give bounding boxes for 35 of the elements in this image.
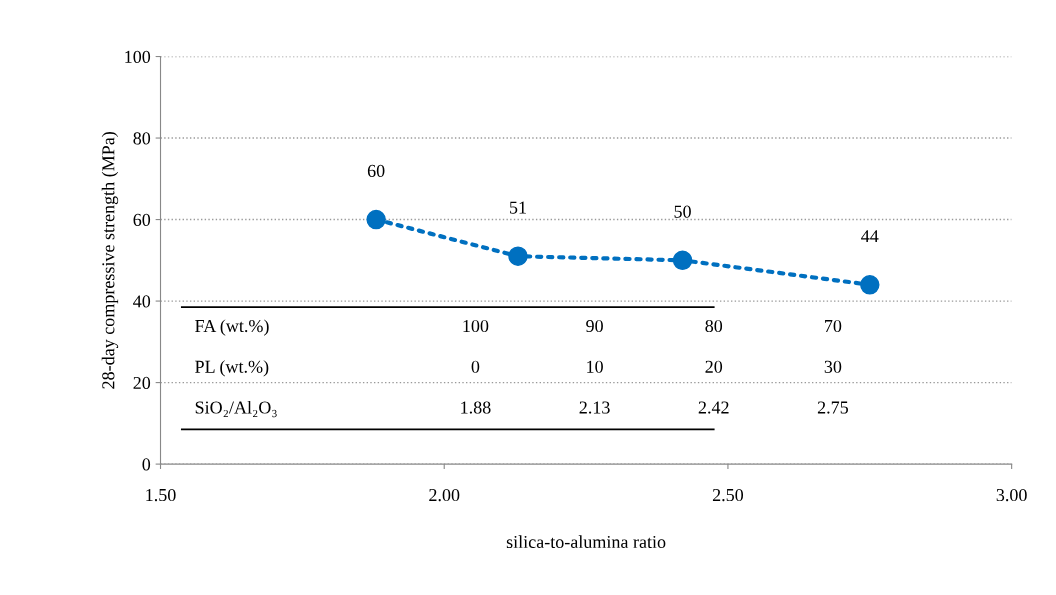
annotation: 100 <box>463 319 489 333</box>
point <box>672 250 693 271</box>
data-label: 60 <box>367 164 385 177</box>
y-axis-title: 28-day compressive strength (MPa) <box>101 131 119 389</box>
annotation: 0 <box>471 360 480 373</box>
annotation: 30 <box>824 360 842 373</box>
annotation: 2.13 <box>579 401 610 414</box>
annotation: PL (wt.%) <box>195 360 269 377</box>
annotation: 1.88 <box>461 401 491 414</box>
y-tick-label: 20 <box>133 376 151 390</box>
annotation: 90 <box>586 319 603 333</box>
point <box>366 209 386 230</box>
y-tick-label: 60 <box>133 213 151 226</box>
annotation: 10 <box>587 360 603 373</box>
annotation: FA (wt.%) <box>195 319 269 336</box>
data-label: 44 <box>861 230 879 243</box>
data-label: 51 <box>510 201 526 214</box>
annotation: 80 <box>705 319 723 333</box>
x-tick-label: 2.00 <box>429 488 460 502</box>
annotation: 2.75 <box>817 401 848 414</box>
point <box>508 246 528 266</box>
x-tick-label: 2.50 <box>712 488 744 502</box>
annotation: 70 <box>825 319 842 333</box>
x-tick-label: 1.50 <box>146 488 176 502</box>
data-label: 50 <box>674 205 691 218</box>
x-axis-title: silica-to-alumina ratio <box>506 535 666 549</box>
x-tick-label: 3.00 <box>996 488 1027 502</box>
point <box>860 275 880 295</box>
annotation: 2.42 <box>698 401 729 414</box>
annotation: 20 <box>705 360 723 373</box>
annotation: SiO₂/Al₂O₃ <box>195 400 277 418</box>
y-tick-label: 80 <box>133 132 151 145</box>
y-tick-label: 40 <box>133 295 151 308</box>
y-tick-label: 100 <box>125 50 151 63</box>
y-tick-label: 0 <box>142 458 151 471</box>
